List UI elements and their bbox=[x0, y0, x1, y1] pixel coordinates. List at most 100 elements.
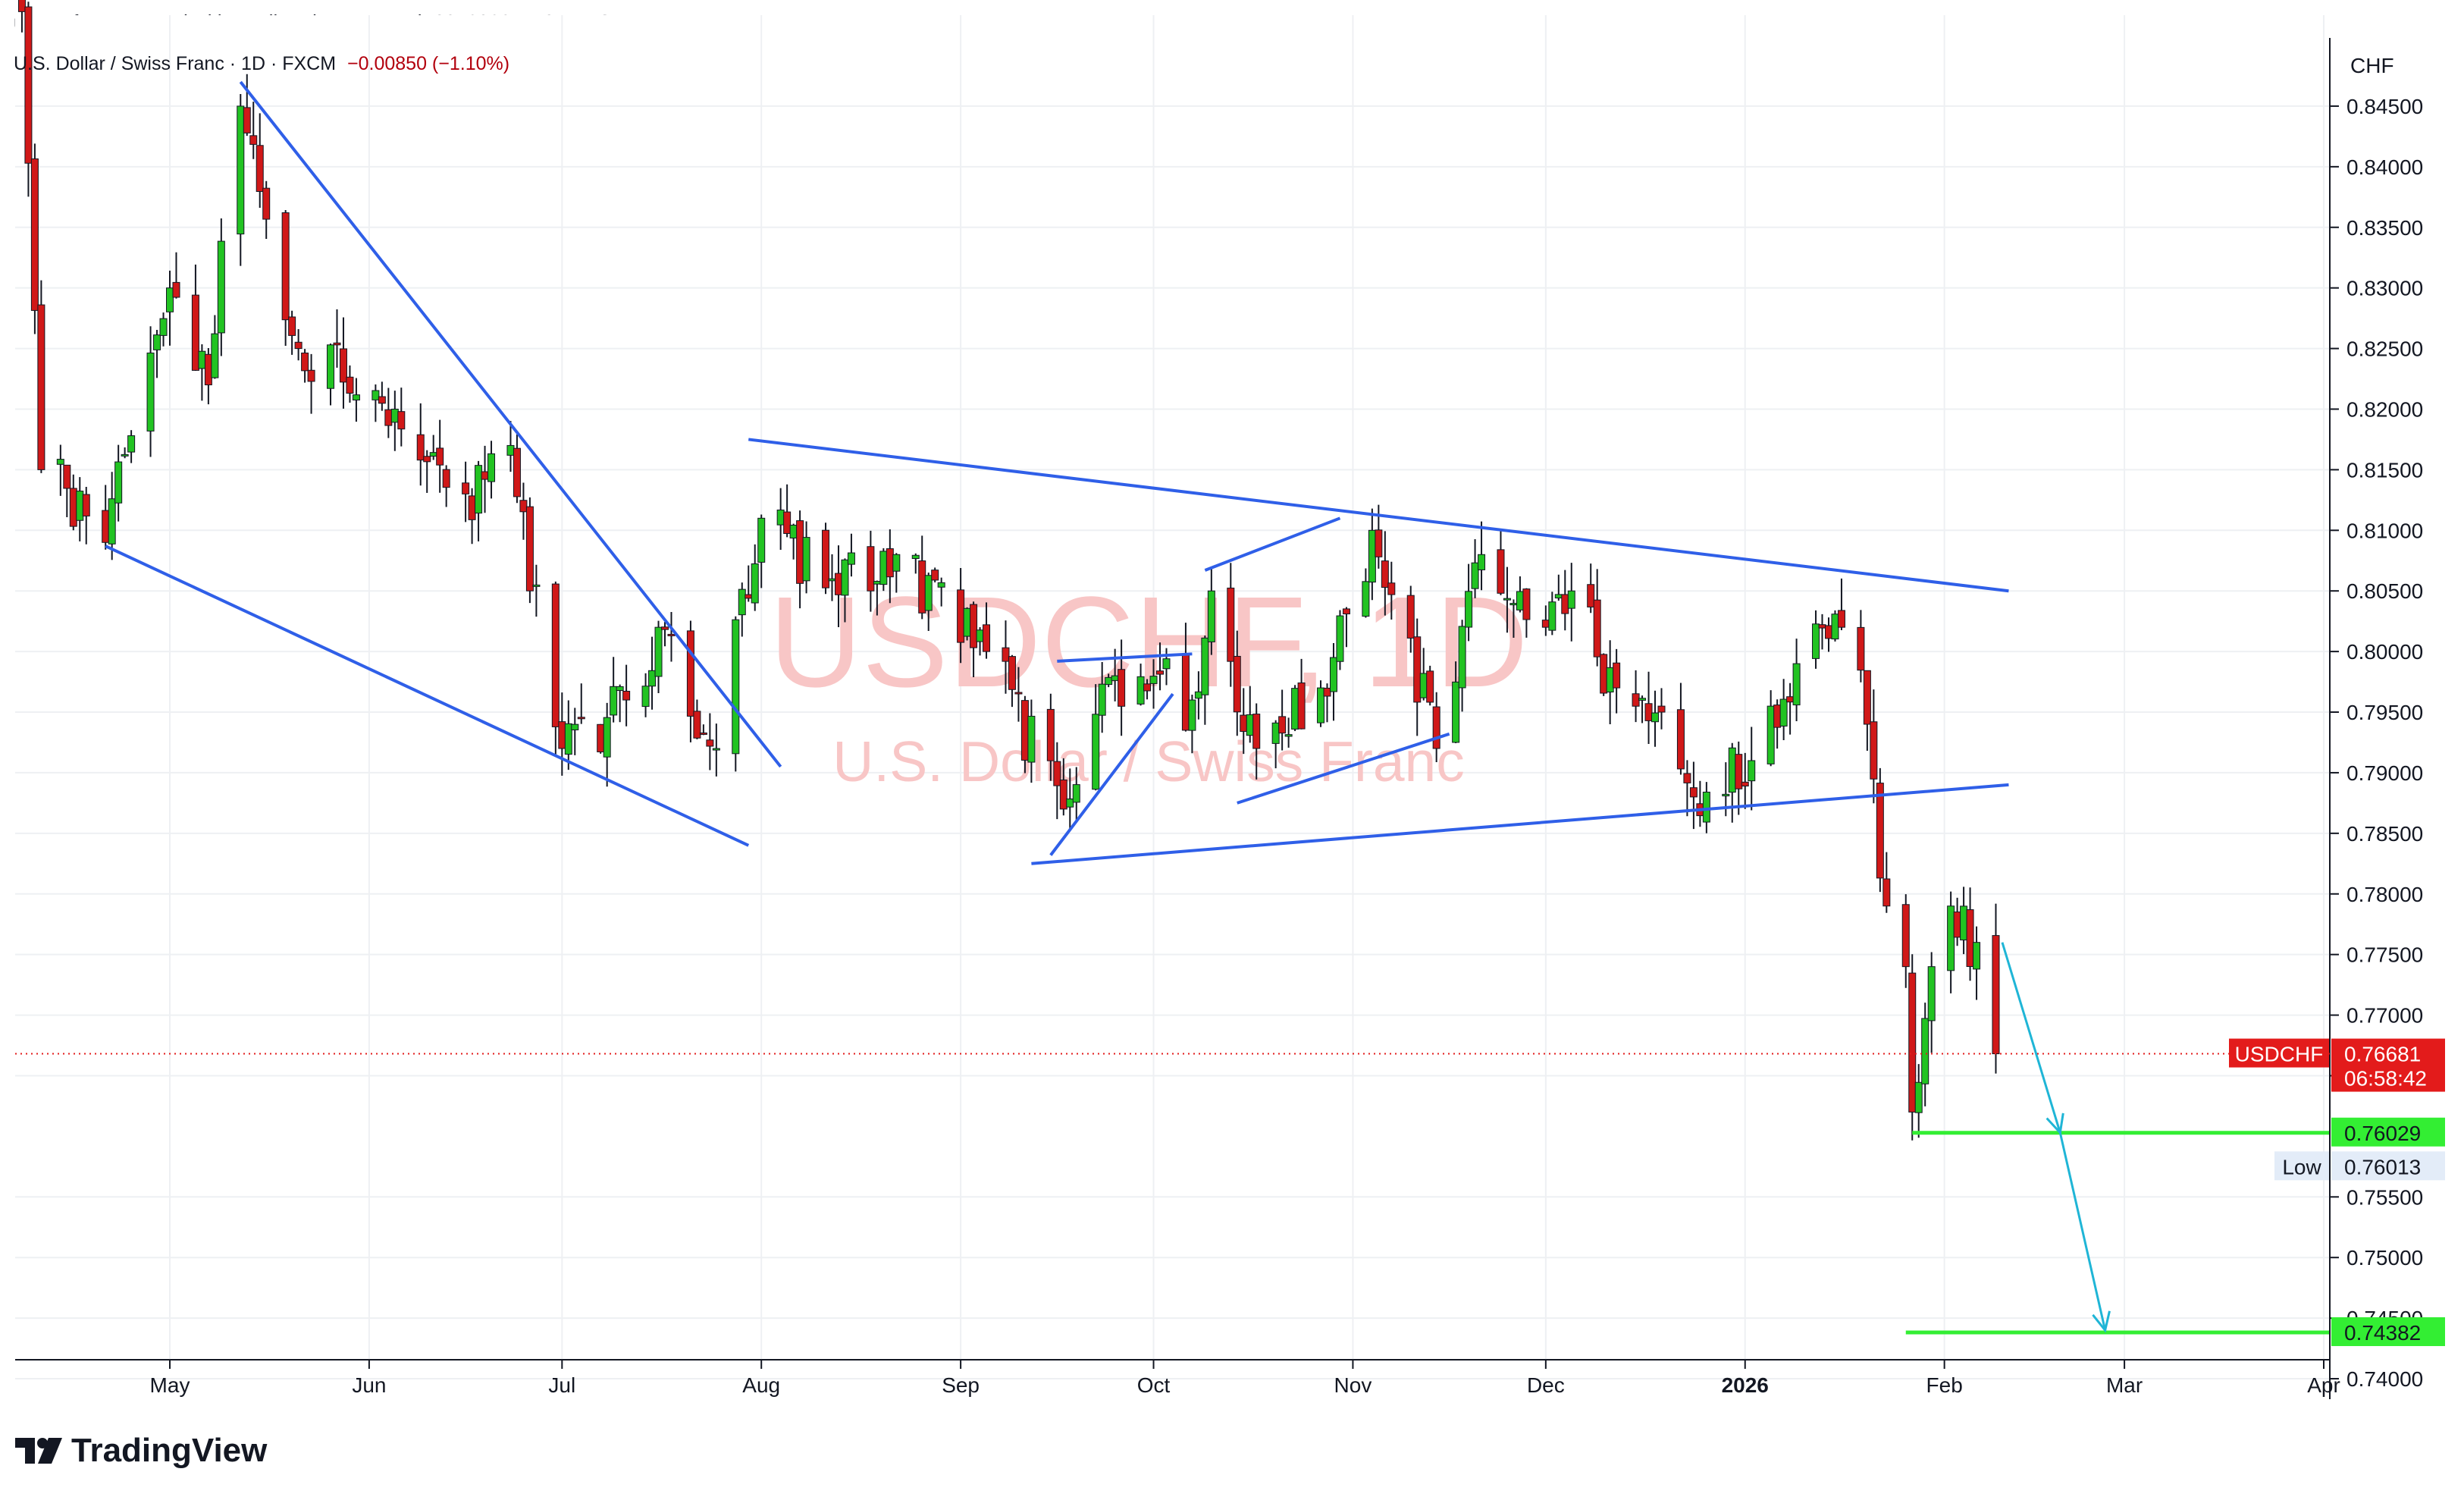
candle-body bbox=[1008, 656, 1016, 690]
candle bbox=[1471, 538, 1479, 598]
plot-area[interactable] bbox=[15, 15, 2328, 1361]
candle bbox=[757, 514, 766, 588]
candle-body bbox=[519, 500, 528, 513]
candle bbox=[307, 353, 315, 414]
trendline[interactable] bbox=[1031, 783, 2009, 865]
candle bbox=[1748, 727, 1756, 811]
candle bbox=[802, 521, 810, 594]
candle-body bbox=[1317, 687, 1325, 723]
candle bbox=[1207, 566, 1215, 655]
candle-body bbox=[423, 456, 431, 463]
candle-body bbox=[1252, 714, 1261, 749]
projection-segment[interactable] bbox=[2058, 1132, 2107, 1331]
candle bbox=[1600, 653, 1608, 696]
candle bbox=[1702, 782, 1710, 833]
trendline[interactable] bbox=[105, 545, 750, 847]
candle bbox=[249, 102, 258, 159]
trendline[interactable] bbox=[239, 80, 782, 768]
candle-body bbox=[712, 748, 720, 751]
candle bbox=[243, 74, 251, 137]
candle bbox=[1927, 952, 1936, 1053]
candle-body bbox=[301, 352, 309, 372]
candle-body bbox=[1541, 620, 1550, 628]
trendline[interactable] bbox=[1049, 692, 1174, 856]
candle-body bbox=[1567, 590, 1575, 609]
candle bbox=[17, 0, 26, 33]
candle-body bbox=[783, 511, 792, 534]
projection-arrows[interactable] bbox=[2001, 942, 2111, 1333]
candle bbox=[24, 2, 33, 197]
candle bbox=[571, 708, 579, 755]
candle bbox=[1059, 758, 1067, 816]
candle-body bbox=[706, 739, 714, 747]
candle-body bbox=[17, 0, 26, 12]
ticker-tag bbox=[2229, 1038, 2329, 1068]
y-tick-label: 0.80000 bbox=[2346, 640, 2423, 664]
trendline[interactable] bbox=[1057, 652, 1193, 663]
candle-body bbox=[1342, 608, 1350, 615]
y-tick-label: 0.79500 bbox=[2346, 701, 2423, 724]
candle-body bbox=[918, 560, 926, 614]
target-level-value: 0.76029 bbox=[2344, 1122, 2421, 1145]
candles bbox=[17, 0, 2000, 1141]
target-levels[interactable] bbox=[1905, 1131, 2330, 1335]
countdown: 06:58:42 bbox=[2344, 1067, 2427, 1091]
candle-body bbox=[436, 447, 444, 466]
symbol-change: −0.00850 (−1.10%) bbox=[347, 53, 510, 74]
candle-body bbox=[1271, 722, 1280, 744]
candle-body bbox=[1136, 676, 1145, 705]
candle-body bbox=[1992, 935, 2000, 1055]
y-tick-label: 0.83000 bbox=[2346, 277, 2423, 300]
candle-body bbox=[1072, 784, 1080, 803]
y-axis-ticks[interactable]: 0.84500 0.84000 0.83500 0.83000 0.82500 0.820… bbox=[2330, 95, 2423, 1391]
trendline[interactable] bbox=[1204, 516, 1341, 572]
candle bbox=[1188, 695, 1196, 754]
candle bbox=[1876, 767, 1884, 893]
candle bbox=[1779, 679, 1788, 740]
candle-body bbox=[1143, 683, 1152, 692]
trendline[interactable] bbox=[748, 438, 2009, 593]
candle bbox=[378, 381, 386, 411]
candle bbox=[1863, 670, 1871, 751]
candle-body bbox=[1914, 1081, 1923, 1113]
candle-body bbox=[1233, 655, 1241, 713]
candle bbox=[1342, 607, 1350, 648]
candle bbox=[1458, 620, 1466, 712]
x-axis-ticks[interactable]: May Jun Jul Aug Sep Oct Nov Dec 2026 Feb Mar Apr bbox=[150, 1360, 2340, 1397]
candle bbox=[1008, 654, 1016, 708]
last-price-value: 0.76681 bbox=[2344, 1043, 2421, 1066]
projection-segment[interactable] bbox=[2001, 942, 2061, 1134]
trendline-drawings[interactable] bbox=[105, 80, 2009, 865]
candle bbox=[513, 434, 521, 504]
candle bbox=[654, 620, 663, 693]
candle-body bbox=[1522, 588, 1531, 620]
tradingview-logo[interactable]: TradingView bbox=[15, 1432, 267, 1470]
candle-body bbox=[1593, 599, 1601, 657]
candle bbox=[1156, 642, 1165, 691]
symbol-legend[interactable]: U.S. Dollar / Swiss Franc · 1D · FXCM −0… bbox=[14, 53, 509, 75]
candle-body bbox=[462, 482, 470, 494]
candle bbox=[1766, 690, 1775, 767]
candle bbox=[1284, 717, 1293, 748]
candle-body bbox=[1863, 670, 1871, 725]
candle bbox=[262, 180, 271, 239]
target-level-value: 0.74382 bbox=[2344, 1321, 2421, 1345]
candle bbox=[1735, 741, 1743, 815]
candle-body bbox=[416, 434, 425, 461]
low-value-tag bbox=[2331, 1151, 2445, 1181]
candle-body bbox=[82, 494, 90, 516]
candle bbox=[1014, 667, 1023, 722]
candle-body bbox=[571, 723, 579, 730]
candle bbox=[931, 567, 939, 582]
tradingview-logo-text: TradingView bbox=[71, 1432, 268, 1469]
y-tick-label: 0.80500 bbox=[2346, 579, 2423, 603]
y-tick-label: 0.82500 bbox=[2346, 337, 2423, 361]
candle-body bbox=[1375, 529, 1383, 557]
candle-body bbox=[237, 105, 245, 235]
trendline[interactable] bbox=[1237, 732, 1450, 805]
y-tick-label: 0.75000 bbox=[2346, 1246, 2423, 1269]
candle-body bbox=[1947, 905, 1955, 971]
candle-body bbox=[281, 212, 290, 321]
candle-body bbox=[1207, 590, 1215, 642]
